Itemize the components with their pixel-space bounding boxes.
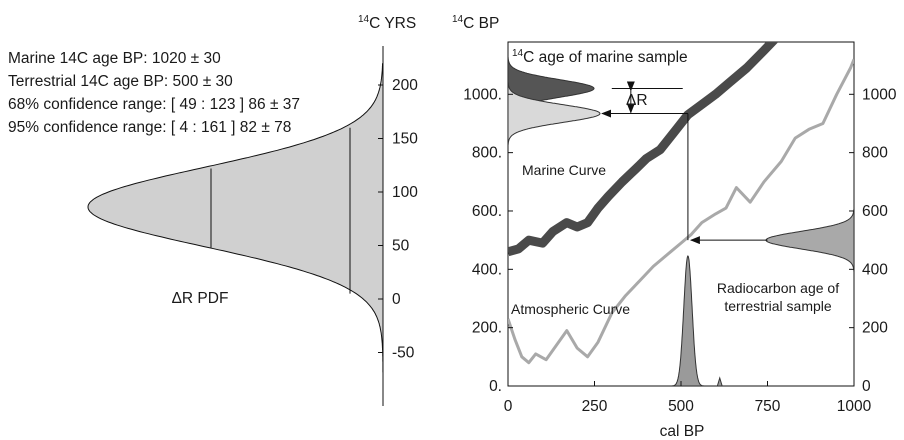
atmospheric-curve-label: Atmospheric Curve (511, 301, 630, 317)
y-tick-label-right: 200 (862, 320, 888, 337)
pdf-tick-label: 100 (392, 184, 418, 201)
x-tick-label: 750 (755, 398, 781, 415)
terrestrial-sample-pdf (765, 208, 854, 272)
pdf-curve (87, 63, 384, 406)
calibrated-date-minor-peak (716, 376, 723, 386)
x-axis-title: cal BP (660, 423, 705, 440)
pdf-tick-label: 50 (392, 238, 410, 255)
pdf-tick-label: 200 (392, 77, 418, 94)
shifted-sample-pdf (508, 82, 601, 145)
y-tick-label-left: 0. (489, 378, 502, 395)
x-tick-label: 250 (582, 398, 608, 415)
y-tick-label-left: 200. (472, 320, 502, 337)
y-tick-label-right: 1000 (862, 86, 897, 103)
pdf-label: ΔR PDF (172, 290, 229, 307)
marine-curve-line (508, 42, 779, 257)
info-line-95-confidence: 95% confidence range: [ 4 : 161 ] 82 ± 7… (8, 119, 291, 136)
x-tick-label: 0 (504, 398, 513, 415)
calibrated-date-pdf (671, 255, 705, 386)
pdf-tick-label: 0 (392, 291, 401, 308)
calibration-plot: 0 250 500 750 1000 0. 200. 400. 600. 800. 1000. 0 20… (463, 41, 897, 415)
left-panel: Marine 14C age BP: 1020 ± 30 Terrestrial… (8, 14, 418, 406)
pdf-tick-label: -50 (392, 345, 415, 362)
atmospheric-curve-line (508, 58, 854, 365)
y-tick-label-left: 800. (472, 145, 502, 162)
y-tick-label-left: 1000. (463, 86, 502, 103)
marine-sample-title: 14C age of marine sample (512, 48, 688, 66)
y-tick-label-right: 800 (862, 145, 888, 162)
delta-r-label: ΔR (626, 92, 648, 109)
marine-curve-label: Marine Curve (522, 162, 606, 178)
delta-r-pdf-plot: -50 0 50 100 150 200 (87, 46, 418, 406)
terrestrial-label-line1: Radiocarbon age of (717, 280, 839, 296)
y-tick-label-left: 400. (472, 261, 502, 278)
info-line-terrestrial: Terrestrial 14C age BP: 500 ± 30 (8, 73, 233, 90)
info-line-68-confidence: 68% confidence range: [ 49 : 123 ] 86 ± … (8, 96, 300, 113)
y-tick-label-right: 400 (862, 261, 888, 278)
x-tick-label: 500 (668, 398, 694, 415)
y-tick-label-right: 600 (862, 203, 888, 220)
right-panel: 14C BP 0 250 500 750 1000 0. 200. 400. 600. 800. 1… (452, 14, 897, 440)
right-axis-title: 14C BP (452, 14, 499, 32)
y-tick-label-left: 600. (472, 203, 502, 220)
pdf-tick-label: 150 (392, 131, 418, 148)
terrestrial-label-line2: terrestrial sample (724, 298, 832, 314)
x-tick-label: 1000 (837, 398, 872, 415)
y-tick-label-right: 0 (862, 378, 871, 395)
left-axis-title: 14C YRS (358, 14, 416, 32)
info-line-marine: Marine 14C age BP: 1020 ± 30 (8, 50, 221, 67)
